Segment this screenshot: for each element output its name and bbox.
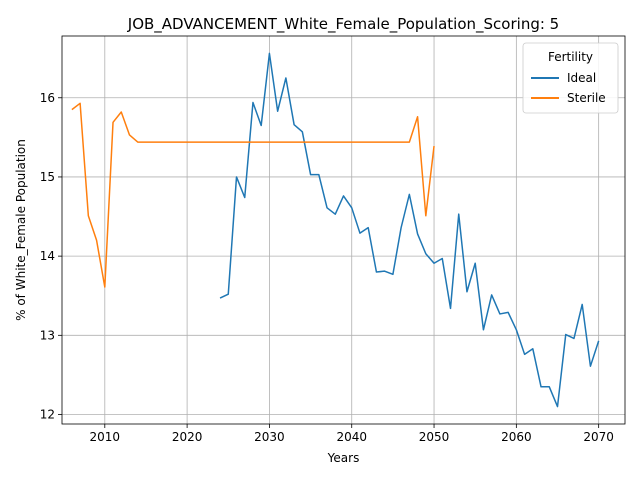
legend-label-ideal: Ideal	[567, 71, 596, 85]
x-tick-label: 2030	[254, 430, 285, 444]
legend-label-sterile: Sterile	[567, 91, 606, 105]
y-tick-label: 16	[40, 91, 55, 105]
x-tick-label: 2060	[501, 430, 532, 444]
x-tick-label: 2010	[90, 430, 121, 444]
y-tick-label: 12	[40, 407, 55, 421]
y-tick-label: 14	[40, 249, 55, 263]
x-tick-label: 2040	[336, 430, 367, 444]
y-tick-label: 13	[40, 328, 55, 342]
legend: Fertility Ideal Sterile	[522, 42, 619, 114]
legend-box	[522, 42, 619, 114]
x-tick-label: 2050	[419, 430, 450, 444]
plot-frame	[61, 35, 626, 425]
x-tick-label: 2020	[172, 430, 203, 444]
y-axis-ticks: 12 13 14 15 16	[40, 91, 62, 421]
x-tick-label: 2070	[583, 430, 614, 444]
x-axis-label: Years	[327, 451, 360, 465]
series-line-sterile	[71, 102, 435, 288]
y-axis-label: % of White_Female Population	[14, 139, 28, 321]
chart-title: JOB_ADVANCEMENT_White_Female_Population_…	[127, 15, 559, 34]
grid-lines	[62, 36, 625, 424]
x-axis-ticks: 2010 2020 2030 2040 2050 2060 2070	[90, 424, 614, 444]
y-tick-label: 15	[40, 170, 55, 184]
series-layer	[71, 52, 600, 408]
series-line-ideal	[219, 52, 600, 408]
legend-title: Fertility	[548, 50, 593, 64]
